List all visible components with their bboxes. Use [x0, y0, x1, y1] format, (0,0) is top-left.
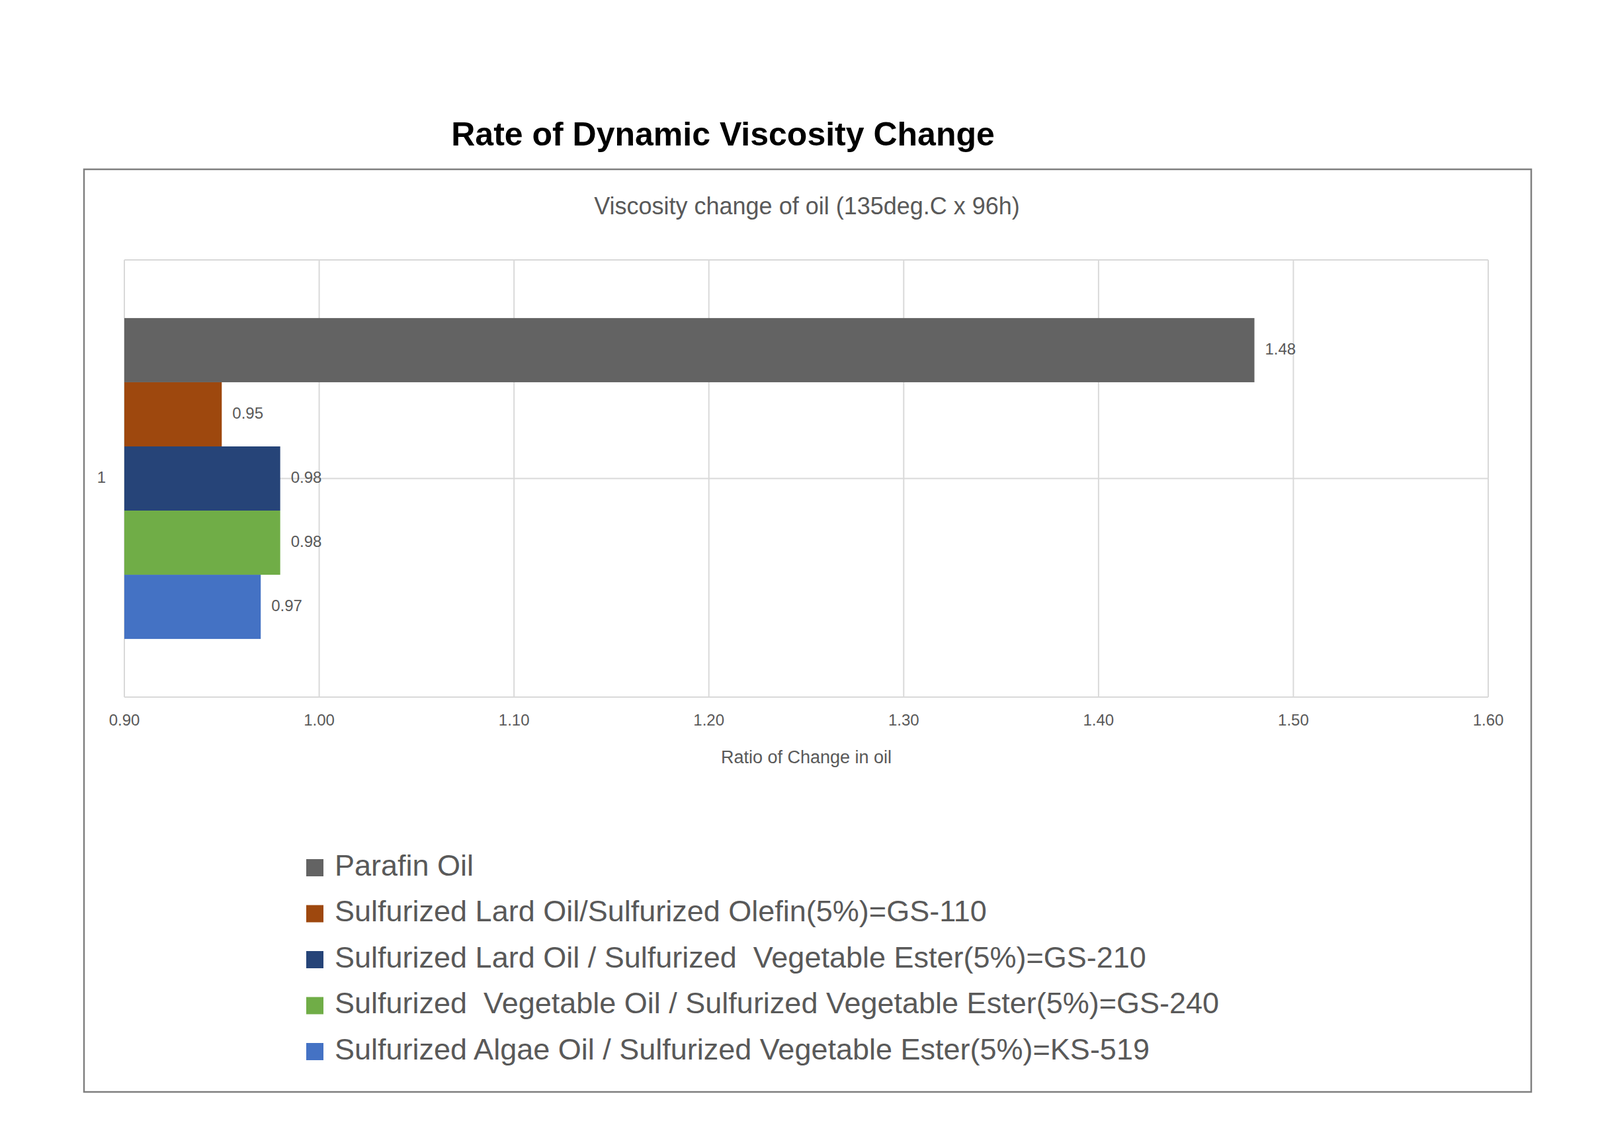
legend-swatch [306, 997, 324, 1015]
legend-swatch [306, 1043, 324, 1061]
category-line [124, 478, 1489, 480]
x-tick-label: 1.10 [498, 711, 530, 729]
data-label: 0.98 [291, 468, 323, 487]
legend-label: Sulfurized Lard Oil/Sulfurized Olefin(5%… [334, 894, 987, 928]
legend-swatch [306, 859, 324, 877]
bar [124, 574, 261, 639]
x-tick-label: 1.60 [1473, 711, 1505, 729]
plot-bottom-line [124, 696, 1489, 698]
grid-line [1487, 259, 1489, 698]
data-label: 0.95 [232, 404, 264, 422]
legend-label: Sulfurized Algae Oil / Sulfurized Vegeta… [334, 1032, 1150, 1067]
x-tick-label: 0.90 [109, 711, 141, 729]
bar [124, 382, 222, 447]
plot-top-line [124, 259, 1489, 261]
x-axis-label: Ratio of Change in oil [720, 747, 892, 768]
x-tick-label: 1.50 [1277, 711, 1309, 729]
bars [124, 318, 1255, 639]
data-labels: 1.48 0.95 0.98 0.98 0.97 [232, 339, 1296, 615]
x-tick-label: 1.20 [693, 711, 725, 729]
x-tick-label: 1.40 [1082, 711, 1114, 729]
grid-line [1292, 259, 1294, 698]
bar [124, 318, 1255, 383]
category-label: 1 [97, 468, 106, 487]
data-label: 1.48 [1265, 339, 1297, 358]
legend-label: Parafin Oil [334, 848, 474, 883]
subtitle: Viscosity change of oil (135deg.C x 96h) [593, 192, 1020, 220]
title: Rate of Dynamic Viscosity Change [451, 115, 995, 153]
bar [124, 446, 281, 511]
grid [124, 259, 1489, 698]
legend: Parafin Oil Sulfurized Lard Oil/Sulfurize… [306, 848, 1220, 1067]
legend-label: Sulfurized Lard Oil / Sulfurized Vegetab… [334, 940, 1147, 975]
page: {"chart_data": {"type": "bar", "title": … [0, 0, 1600, 1125]
chart-frame [84, 169, 1532, 1093]
x-tick-label: 1.00 [303, 711, 335, 729]
legend-label: Sulfurized Vegetable Oil / Sulfurized Ve… [334, 986, 1220, 1020]
chart: Rate of Dynamic Viscosity Change Viscosit… [0, 0, 1600, 1125]
x-tick-label: 1.30 [888, 711, 920, 729]
bar [124, 510, 281, 575]
legend-swatch [306, 951, 324, 969]
legend-swatch [306, 905, 324, 923]
data-label: 0.97 [271, 596, 303, 615]
data-label: 0.98 [291, 532, 323, 551]
